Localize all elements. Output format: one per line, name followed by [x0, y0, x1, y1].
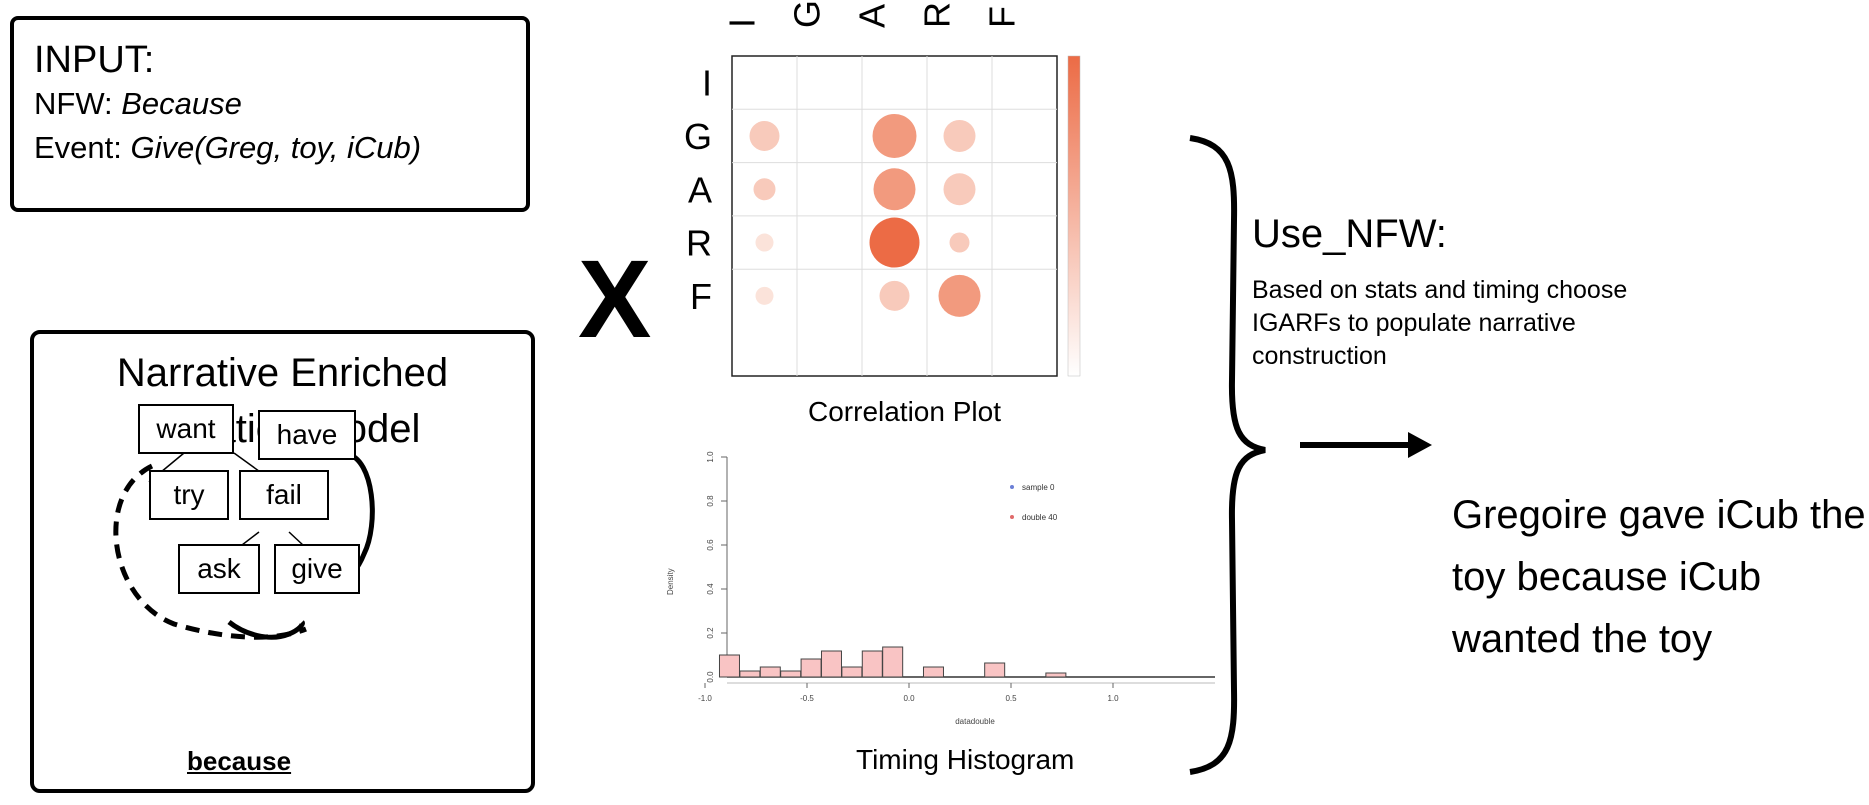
- histogram-bar: [984, 662, 1006, 678]
- histogram-bar: [861, 650, 883, 678]
- situation-model-box: Narrative Enriched Situation Model want …: [30, 330, 535, 793]
- nfw-line: NFW: Because: [34, 82, 506, 126]
- correlation-bubbles: [749, 113, 981, 317]
- row-label-i: I: [702, 63, 712, 104]
- correlation-bubble: [943, 119, 976, 152]
- x-tick-label: 1.0: [1107, 694, 1119, 703]
- histogram-xlabel: datadouble: [955, 717, 995, 726]
- legend-double: double 40: [1022, 513, 1058, 522]
- correlation-row-labels: IGARF: [684, 63, 712, 317]
- because-label: because: [187, 746, 292, 776]
- node-want: want: [138, 404, 234, 454]
- col-label-f: F: [982, 6, 1023, 28]
- histogram-bar: [780, 670, 802, 678]
- y-tick-label: 1.0: [706, 451, 715, 463]
- histogram-ylabel: Density: [666, 568, 675, 595]
- row-label-f: F: [690, 276, 712, 317]
- correlation-bubble: [938, 274, 981, 317]
- y-tick-label: 0.2: [706, 627, 715, 639]
- correlation-colorbar: [1067, 55, 1081, 377]
- x-tick-label: 0.5: [1005, 694, 1017, 703]
- histogram-bar: [882, 646, 904, 678]
- histogram-bar: [739, 670, 761, 678]
- correlation-bubble: [755, 233, 774, 252]
- y-tick-label: 0.6: [706, 539, 715, 551]
- correlation-bubble: [755, 286, 774, 305]
- nfw-value: Because: [121, 86, 242, 121]
- histogram-bars: [718, 646, 1067, 678]
- histogram-bar: [922, 666, 944, 678]
- col-label-a: A: [852, 4, 893, 28]
- row-label-r: R: [686, 223, 712, 264]
- correlation-bubble: [869, 217, 920, 268]
- input-title: INPUT:: [34, 39, 155, 81]
- histogram-bar: [718, 654, 740, 678]
- correlation-caption: Correlation Plot: [808, 396, 1001, 427]
- event-line: Event: Give(Greg, toy, iCub): [34, 126, 506, 170]
- multiply-operator: X: [578, 238, 652, 361]
- arrow-head: [1408, 432, 1432, 458]
- node-have: have: [258, 410, 356, 460]
- event-label: Event:: [34, 130, 131, 165]
- histogram-bar: [841, 666, 863, 678]
- node-give: give: [274, 544, 360, 594]
- x-tick-label: -0.5: [800, 694, 814, 703]
- legend-marker-double: [1010, 515, 1014, 519]
- row-label-a: A: [688, 169, 712, 210]
- col-label-r: R: [917, 2, 958, 28]
- input-box: INPUT: NFW: Because Event: Give(Greg, to…: [10, 16, 530, 212]
- col-label-i: I: [722, 18, 763, 28]
- legend-sample: sample 0: [1022, 483, 1055, 492]
- y-tick-label: 0.4: [706, 583, 715, 595]
- correlation-grid: [732, 56, 1057, 376]
- curly-brace: [1189, 135, 1266, 775]
- nfw-label: NFW:: [34, 86, 122, 121]
- row-label-g: G: [684, 116, 712, 157]
- use-nfw-title: Use_NFW:: [1252, 212, 1447, 256]
- x-tick-label: 0.0: [903, 694, 915, 703]
- event-value: Give(Greg, toy, iCub): [130, 130, 422, 165]
- col-label-g: G: [787, 0, 828, 28]
- histogram-bar: [820, 650, 842, 678]
- use-nfw-description: Based on stats and timing choose IGARFs …: [1252, 276, 1628, 370]
- histogram-caption: Timing Histogram: [856, 744, 1075, 775]
- y-tick-label: 0.0: [706, 671, 715, 683]
- node-fail: fail: [239, 470, 329, 520]
- y-tick-label: 0.8: [706, 495, 715, 507]
- node-ask: ask: [178, 544, 260, 594]
- histogram-bar: [800, 658, 822, 678]
- correlation-bubble: [943, 173, 976, 206]
- histogram-bar: [1045, 672, 1067, 678]
- brace-and-arrow: [1189, 135, 1432, 775]
- correlation-bubble: [872, 113, 917, 158]
- histogram-y-ticks: 1.0 0.8 0.6 0.4 0.2 0.0: [706, 451, 727, 683]
- result-sentence: Gregoire gave iCub the toy because iCub …: [1452, 493, 1866, 661]
- correlation-bubble: [753, 178, 776, 201]
- histogram-bar: [759, 666, 781, 678]
- correlation-bubble: [879, 280, 910, 311]
- legend-marker-sample: [1010, 485, 1014, 489]
- x-tick-label: -1.0: [698, 694, 712, 703]
- correlation-bubble: [873, 168, 916, 211]
- model-title-line1: Narrative Enriched: [116, 351, 449, 395]
- node-try: try: [149, 470, 229, 520]
- timing-histogram: 1.0 0.8 0.6 0.4 0.2 0.0 Density -1.0 -0.5 0.0 0.…: [666, 451, 1215, 726]
- correlation-bubble: [949, 232, 970, 253]
- because-dashed-arc: [113, 463, 307, 640]
- histogram-x-ticks: -1.0 -0.5 0.0 0.5 1.0: [698, 683, 1119, 703]
- correlation-bubble: [749, 120, 780, 151]
